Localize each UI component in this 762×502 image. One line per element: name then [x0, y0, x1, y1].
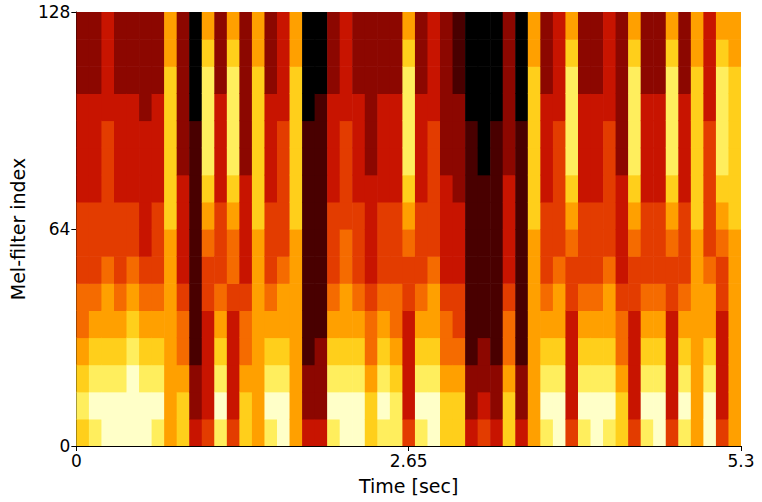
svg-text:128: 128 — [38, 2, 70, 22]
svg-text:64: 64 — [49, 219, 71, 239]
svg-text:0: 0 — [60, 436, 71, 456]
svg-text:2.65: 2.65 — [390, 451, 428, 471]
svg-text:Time [sec]: Time [sec] — [358, 475, 458, 497]
svg-text:5.3: 5.3 — [727, 451, 754, 471]
svg-text:Mel-filter index: Mel-filter index — [7, 158, 29, 300]
svg-text:0: 0 — [71, 451, 82, 471]
